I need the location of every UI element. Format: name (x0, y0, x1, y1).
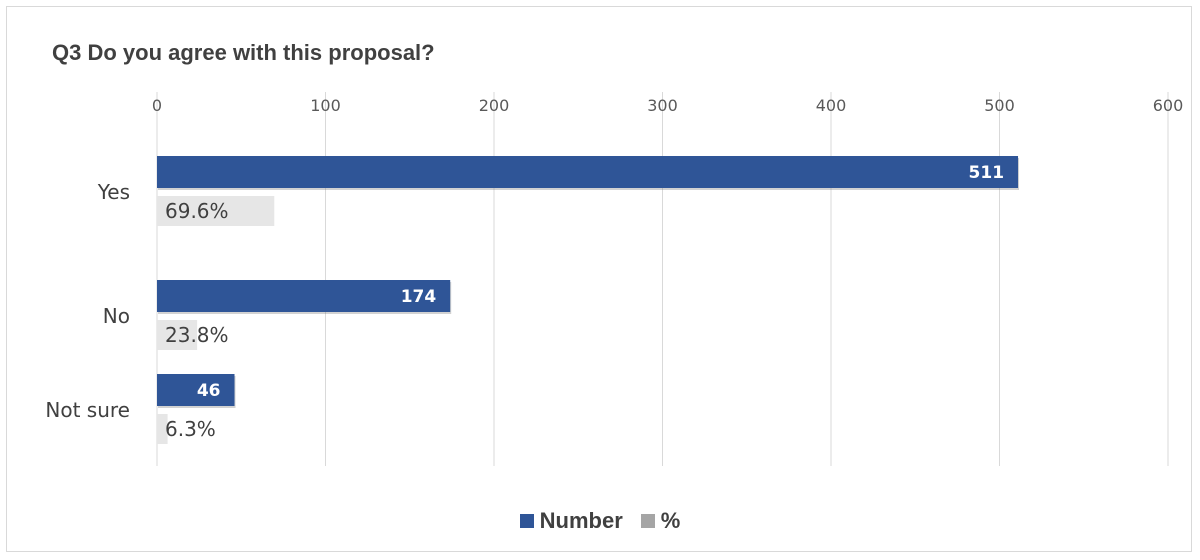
bar-number (157, 156, 1019, 188)
data-label-percent: 23.8% (165, 323, 229, 347)
category-label: Yes (97, 180, 130, 204)
x-tick-label: 400 (816, 96, 847, 115)
chart-title: Q3 Do you agree with this proposal? (52, 40, 435, 65)
bar-percent (157, 320, 198, 350)
legend-item-number: Number (519, 508, 623, 534)
category-label: Not sure (45, 398, 130, 422)
data-label-percent: 6.3% (165, 417, 216, 441)
x-tick-label: 200 (479, 96, 510, 115)
legend-label-percent: % (660, 508, 681, 533)
chart-legend: Number % (0, 508, 1200, 534)
x-tick-label: 0 (152, 96, 162, 115)
chart-frame (6, 6, 1192, 552)
data-label-percent: 69.6% (165, 199, 229, 223)
legend-swatch-number (519, 514, 534, 528)
bar-chart: 0 100 200 300 400 500 600 Yes 511 69.6% No 174 23.8%… (45, 92, 1184, 466)
bar-percent (157, 196, 275, 226)
legend-item-percent: % (640, 508, 681, 534)
x-tick-label: 300 (647, 96, 678, 115)
data-label-number: 511 (969, 163, 1005, 183)
bar-number (157, 374, 235, 406)
bar-percent (157, 414, 168, 444)
x-tick-label: 500 (984, 96, 1015, 115)
bar-number (157, 280, 451, 312)
x-tick-label: 100 (310, 96, 341, 115)
data-label-number: 174 (401, 287, 437, 307)
x-tick-label: 600 (1153, 96, 1184, 115)
legend-swatch-percent (640, 514, 655, 528)
category-label: No (103, 304, 130, 328)
data-label-number: 46 (197, 381, 221, 401)
legend-label-number: Number (539, 508, 623, 533)
